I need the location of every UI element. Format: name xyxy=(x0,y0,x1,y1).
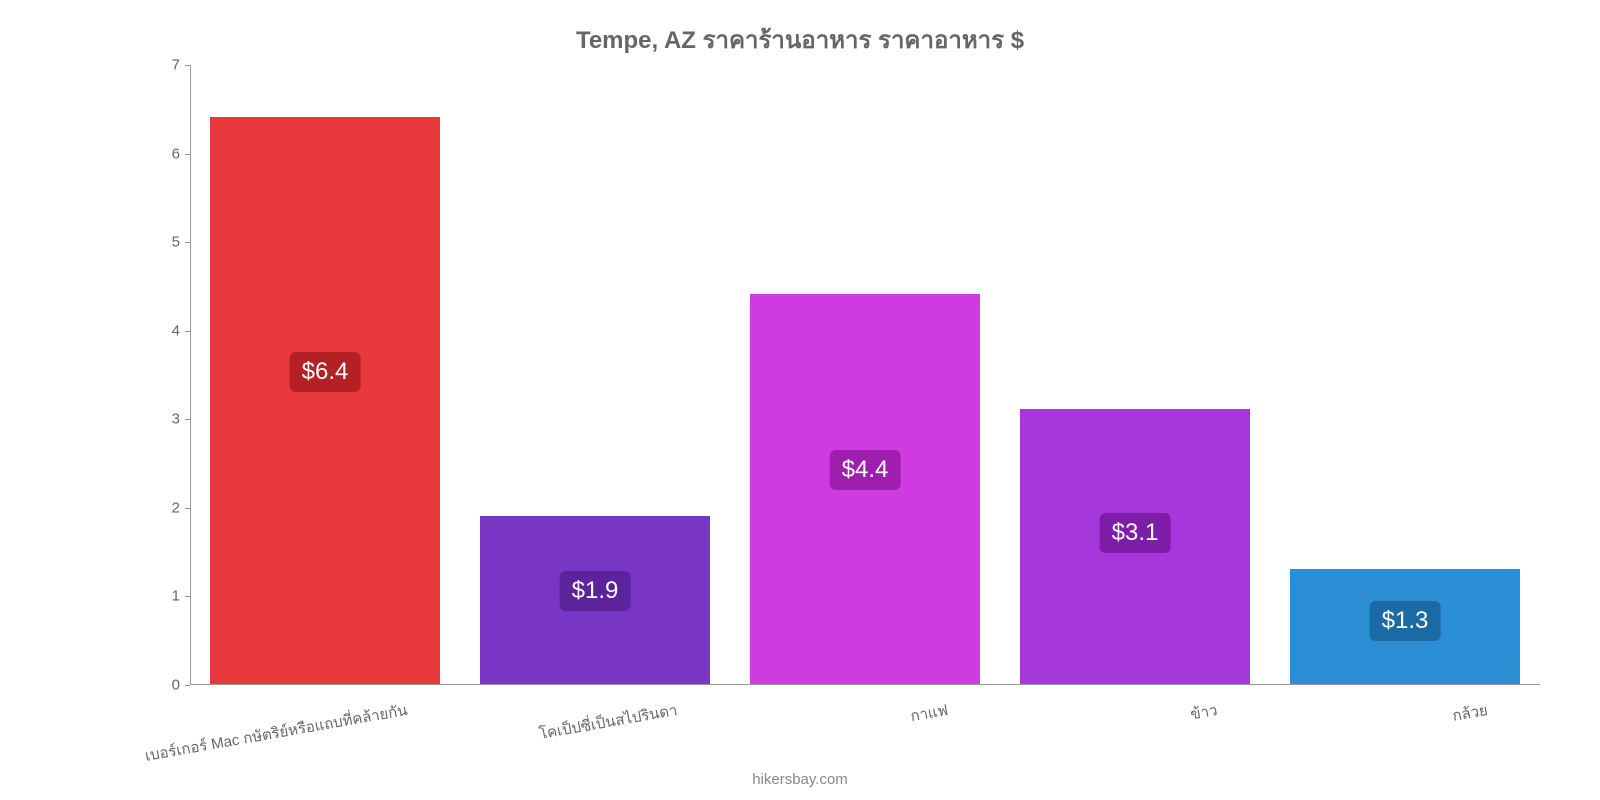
x-tick-label: เบอร์เกอร์ Mac กษัตริย์หรือแถบที่คล้ายกั… xyxy=(143,698,409,768)
bar-value-label: $3.1 xyxy=(1100,513,1171,553)
plot-area: 01234567 $6.4$1.9$4.4$3.1$1.3 xyxy=(190,65,1540,685)
y-tick-label: 0 xyxy=(145,677,180,694)
bars-container: $6.4 $1.9 $4.4 $3.1 $1.3 xyxy=(190,65,1540,684)
y-tick-label: 2 xyxy=(145,499,180,516)
y-tick-label: 6 xyxy=(145,145,180,162)
y-tick-label: 3 xyxy=(145,411,180,428)
bar xyxy=(210,117,440,684)
bar-value-label: $4.4 xyxy=(830,450,901,490)
y-tick-mark xyxy=(185,685,190,686)
x-tick-label: ข้าว xyxy=(1189,698,1220,726)
bar-group: $4.4 xyxy=(750,294,980,684)
x-tick-label: กาแฟ xyxy=(908,698,949,728)
y-tick-label: 7 xyxy=(145,57,180,74)
chart-title: Tempe, AZ ราคาร้านอาหาร ราคาอาหาร $ xyxy=(0,0,1600,69)
bar-value-label: $6.4 xyxy=(290,352,361,392)
y-tick-label: 4 xyxy=(145,322,180,339)
x-tick-label: โคเป็ปซี่เป็นสไปรินดา xyxy=(537,698,679,746)
bar-group: $1.9 xyxy=(480,516,710,684)
y-tick-label: 1 xyxy=(145,588,180,605)
x-tick-label: กล้วย xyxy=(1450,698,1489,728)
x-labels: เบอร์เกอร์ Mac กษัตริย์หรือแถบที่คล้ายกั… xyxy=(190,690,1540,770)
bar-group: $3.1 xyxy=(1020,409,1250,684)
bar-value-label: $1.9 xyxy=(560,571,631,611)
bar-group: $1.3 xyxy=(1290,569,1520,684)
y-tick-label: 5 xyxy=(145,234,180,251)
bar-value-label: $1.3 xyxy=(1370,601,1441,641)
bar-group: $6.4 xyxy=(210,117,440,684)
attribution: hikersbay.com xyxy=(752,771,848,788)
